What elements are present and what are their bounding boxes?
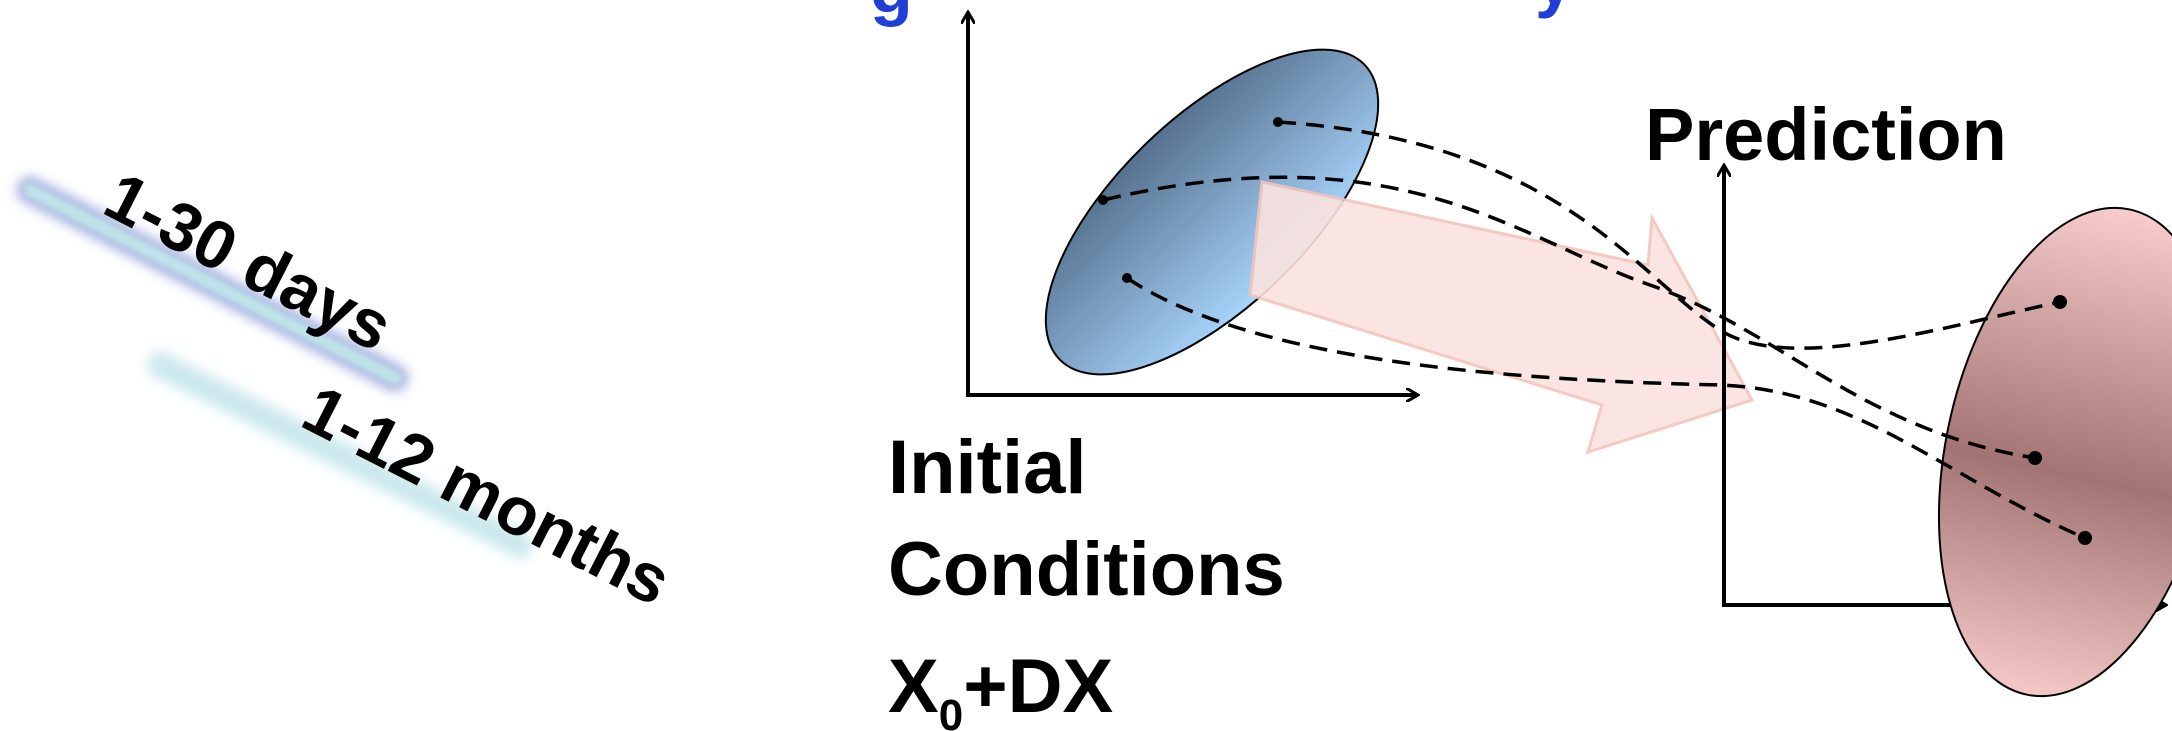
banner-months	[147, 352, 533, 558]
initial-rest: +DX	[963, 644, 1113, 729]
initial-line-2: Conditions	[888, 527, 1285, 612]
top-title-fragment-left: g	[870, 0, 913, 27]
trajectory-3	[1126, 276, 2086, 540]
start-point-2	[1098, 195, 1108, 205]
initial-conditions-label: Initial Conditions X0+DX	[888, 425, 1285, 731]
initial-x: X	[888, 644, 939, 729]
end-point-1	[2053, 295, 2067, 309]
initial-line-3: X0+DX	[888, 644, 1113, 731]
prediction-label: Prediction	[1645, 93, 2007, 176]
start-point-1	[1273, 117, 1283, 127]
initial-subscript: 0	[939, 691, 963, 731]
top-title-fragment-right: y	[1535, 0, 1574, 19]
range-days-label: 1-30 days	[93, 158, 404, 366]
banner-days	[17, 177, 408, 391]
forecast-arrow	[1248, 180, 1755, 455]
trajectory-points	[1098, 117, 2092, 545]
end-point-3	[2078, 531, 2092, 545]
trajectories	[1102, 120, 2086, 540]
initial-axes	[966, 12, 1418, 395]
trajectory-2	[1102, 175, 2036, 460]
prediction-ellipse	[1937, 206, 2172, 698]
range-months-label: 1-12 months	[291, 371, 682, 621]
initial-line-1: Initial	[888, 425, 1086, 510]
start-point-3	[1122, 273, 1132, 283]
trajectory-1	[1277, 120, 2061, 350]
end-point-2	[2028, 451, 2042, 465]
